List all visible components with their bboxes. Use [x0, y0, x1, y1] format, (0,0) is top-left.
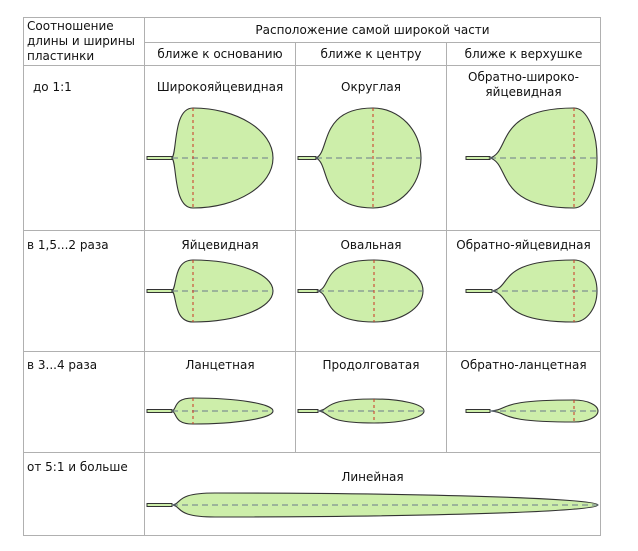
petiole	[146, 409, 173, 413]
ratio-label: от 5:1 и больше	[27, 460, 128, 474]
petiole	[465, 156, 491, 160]
shape-name: Продолговатая	[322, 358, 420, 372]
shape-name: Линейная	[341, 470, 404, 484]
shape-name-line: яйцевидная	[485, 85, 562, 99]
ratio-header-line: Соотношение	[27, 19, 114, 33]
ratio-header-line: пластинки	[27, 49, 95, 63]
shape-name: Овальная	[340, 238, 402, 252]
shape-name: Обратно-яйцевидная	[456, 238, 591, 252]
petiole	[465, 409, 491, 413]
leaf-illustrations	[146, 107, 599, 518]
shape-name: Ланцетная	[185, 358, 255, 372]
shape-name-line: Обратно-широко-	[468, 70, 579, 84]
position-title: Расположение самой широкой части	[255, 23, 490, 37]
ratio-header-line: длины и ширины	[27, 34, 136, 48]
ratio-label: в 1,5...2 раза	[27, 238, 109, 252]
shape-name: Широкояйцевидная	[156, 80, 284, 94]
ratio-label: до 1:1	[33, 80, 72, 94]
ratio-label: в 3...4 раза	[27, 358, 98, 372]
column-header-tip: ближе к верхушке	[464, 47, 583, 61]
petiole	[297, 409, 319, 413]
shape-name: Обратно-ланцетная	[460, 358, 587, 372]
petiole	[146, 503, 173, 507]
petiole	[297, 289, 319, 293]
ratio-header: Соотношение длины и ширины пластинки	[27, 19, 135, 64]
petiole	[465, 289, 493, 293]
petiole	[297, 156, 317, 160]
column-header-base: ближе к основанию	[157, 47, 283, 61]
petiole	[146, 289, 173, 293]
column-header-center: ближе к центру	[320, 47, 422, 61]
petiole	[146, 156, 173, 160]
shape-name: Яйцевидная	[181, 238, 259, 252]
shape-name: Обратно-широко- яйцевидная	[447, 70, 600, 100]
shape-name: Округлая	[341, 80, 401, 94]
